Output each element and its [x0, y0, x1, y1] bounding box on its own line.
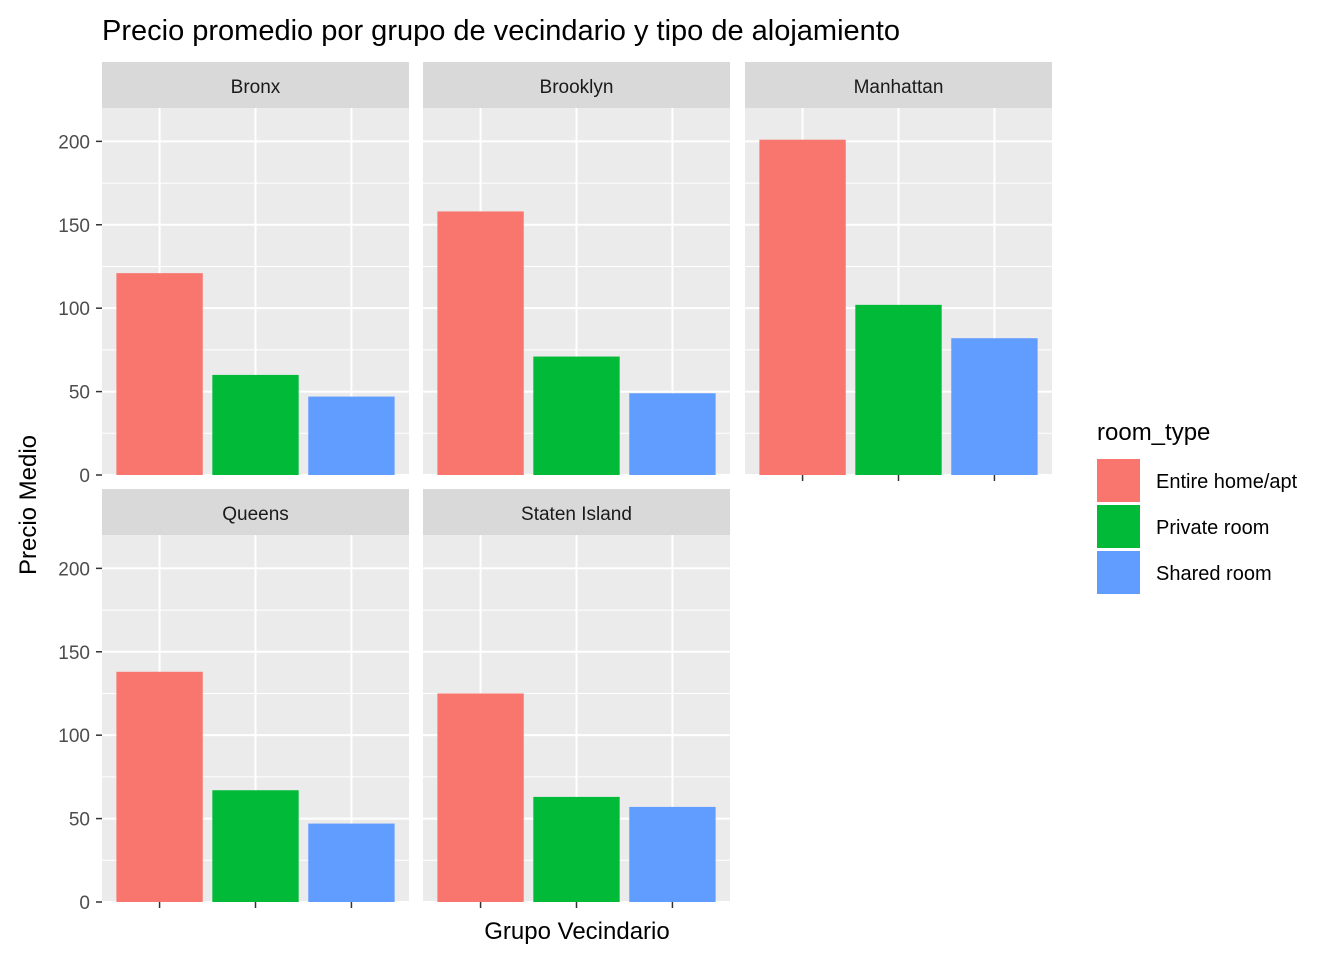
facet-strip-label: Manhattan: [854, 77, 944, 98]
legend-title: room_type: [1097, 419, 1210, 446]
bar-staten-island-entire-home-apt: [437, 693, 524, 902]
legend-label: Entire home/apt: [1156, 471, 1298, 493]
facet-strip: [423, 62, 730, 108]
facet-strip: [423, 489, 730, 535]
facet-panels: Bronx 0 50 100 150 200 Brooklyn Manhattan Queens…: [58, 62, 1052, 914]
facet-strip: [745, 62, 1052, 108]
legend-key-shared-room: [1097, 551, 1140, 594]
facet-strip: [102, 62, 409, 108]
y-tick-label: 100: [58, 726, 90, 747]
facet-strip-label: Brooklyn: [540, 77, 614, 98]
x-axis-title: Grupo Vecindario: [484, 918, 669, 945]
y-tick-label: 50: [69, 810, 90, 831]
bar-queens-entire-home-apt: [116, 671, 203, 902]
legend-key-entire-home-apt: [1097, 459, 1140, 502]
bar-manhattan-private-room: [855, 304, 942, 475]
y-tick-label: 150: [58, 216, 90, 237]
bar-brooklyn-entire-home-apt: [437, 211, 524, 475]
facet-brooklyn: Brooklyn: [423, 62, 730, 476]
y-tick-label: 200: [58, 132, 90, 153]
bar-staten-island-private-room: [533, 796, 620, 902]
y-tick-label: 200: [58, 559, 90, 580]
bar-bronx-shared-room: [308, 396, 395, 475]
facet-staten-island: Staten Island: [423, 489, 730, 908]
facet-manhattan: Manhattan: [745, 62, 1052, 481]
bar-queens-private-room: [212, 790, 299, 902]
facet-queens: Queens 0 50 100 150 200: [58, 489, 409, 914]
bar-bronx-private-room: [212, 374, 299, 475]
facet-strip-label: Bronx: [231, 77, 281, 98]
bar-manhattan-shared-room: [951, 338, 1038, 475]
y-tick-label: 150: [58, 643, 90, 664]
legend-key-private-room: [1097, 505, 1140, 548]
bar-bronx-entire-home-apt: [116, 273, 203, 475]
facet-bronx: Bronx 0 50 100 150 200: [58, 62, 409, 487]
y-tick-label: 0: [79, 466, 90, 487]
chart-title: Precio promedio por grupo de vecindario …: [102, 15, 900, 47]
bar-queens-shared-room: [308, 823, 395, 902]
facet-strip: [102, 489, 409, 535]
y-tick-label: 50: [69, 383, 90, 404]
legend-label: Private room: [1156, 517, 1269, 539]
bar-manhattan-entire-home-apt: [759, 139, 846, 476]
facet-strip-label: Staten Island: [521, 504, 632, 525]
y-axis-title: Precio Medio: [15, 435, 42, 575]
y-tick-label: 100: [58, 299, 90, 320]
legend: room_type Entire home/apt Private room Sha…: [1097, 419, 1298, 594]
legend-label: Shared room: [1156, 563, 1272, 585]
bar-brooklyn-shared-room: [629, 393, 716, 475]
bar-brooklyn-private-room: [533, 356, 620, 475]
y-tick-label: 0: [79, 893, 90, 914]
bar-staten-island-shared-room: [629, 806, 716, 902]
facet-strip-label: Queens: [222, 504, 289, 525]
